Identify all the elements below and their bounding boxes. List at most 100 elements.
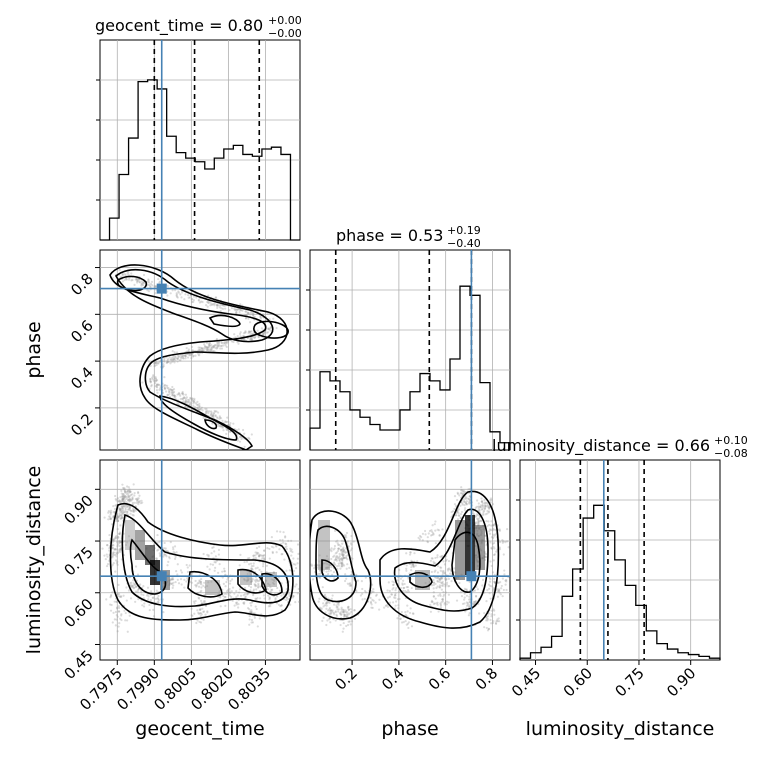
sample-point	[163, 386, 166, 390]
sample-point	[505, 578, 508, 582]
sample-point	[129, 491, 132, 494]
sample-point	[207, 301, 210, 304]
sample-point	[217, 548, 221, 551]
sample-point	[109, 595, 113, 598]
sample-point	[136, 591, 139, 594]
sample-point	[455, 599, 459, 602]
sample-point	[337, 547, 340, 550]
sample-point	[494, 533, 497, 536]
sample-point	[480, 508, 484, 511]
sample-point	[126, 489, 129, 493]
sample-point	[449, 572, 452, 575]
sample-point	[184, 397, 187, 400]
sample-point	[219, 304, 222, 307]
sample-point	[223, 570, 226, 573]
sample-point	[233, 604, 236, 607]
sample-point	[335, 604, 338, 607]
sample-point	[158, 552, 161, 555]
sample-point	[329, 609, 333, 612]
sample-point	[131, 498, 134, 501]
sample-point	[122, 497, 125, 501]
sample-point	[211, 414, 214, 418]
sample-point	[123, 273, 126, 276]
sample-point	[489, 541, 492, 544]
sample-point	[370, 603, 373, 606]
sample-point	[120, 516, 124, 519]
sample-point	[121, 516, 124, 519]
sample-point	[143, 602, 146, 605]
sample-point	[467, 598, 471, 601]
sample-point	[402, 586, 406, 590]
sample-point	[395, 600, 398, 603]
sample-point	[222, 426, 225, 429]
sample-point	[447, 559, 451, 563]
sample-point	[125, 504, 128, 507]
sample-point	[390, 593, 393, 596]
sample-point	[337, 603, 340, 606]
sample-point	[262, 594, 265, 597]
sample-point	[333, 577, 336, 580]
sample-point	[168, 360, 171, 363]
sample-point	[212, 411, 216, 414]
sample-point	[122, 504, 125, 508]
sample-point	[118, 532, 121, 535]
sample-point	[481, 504, 484, 507]
sample-point	[437, 577, 440, 580]
sample-point	[426, 540, 429, 543]
sample-point	[163, 553, 166, 556]
sample-point	[436, 554, 439, 557]
sample-point	[115, 618, 118, 621]
sample-point	[345, 624, 348, 628]
sample-point	[115, 607, 119, 610]
sample-point	[336, 549, 340, 552]
sample-point	[180, 571, 184, 574]
sample-point	[232, 422, 235, 425]
sample-point	[140, 283, 143, 286]
sample-point	[248, 618, 251, 621]
xtick-label-phase: 0.2	[331, 664, 361, 694]
sample-point	[465, 496, 468, 499]
sample-point	[217, 341, 221, 345]
sample-point	[474, 514, 478, 517]
sample-point	[209, 302, 212, 305]
sample-point	[190, 352, 193, 356]
sample-point	[432, 595, 435, 598]
sample-point	[200, 602, 203, 605]
sample-point	[477, 507, 480, 510]
sample-point	[198, 405, 201, 408]
sample-point	[137, 491, 140, 494]
sample-point	[398, 590, 401, 594]
sample-point	[355, 590, 358, 593]
sample-point	[254, 335, 257, 338]
sample-point	[221, 426, 224, 429]
sample-point	[213, 569, 216, 572]
sample-point	[272, 317, 275, 320]
sample-point	[267, 594, 270, 597]
sample-point	[488, 507, 491, 510]
sample-point	[129, 509, 132, 512]
sample-point	[135, 278, 139, 281]
sample-point	[110, 593, 113, 597]
sample-point	[176, 360, 179, 363]
sample-point	[353, 609, 356, 612]
sample-point	[166, 361, 169, 364]
sample-point	[158, 384, 161, 387]
contour-left-mid	[315, 525, 357, 603]
sample-point	[166, 384, 169, 388]
sample-point	[219, 605, 222, 608]
sample-point	[137, 598, 140, 601]
sample-point	[199, 590, 202, 593]
sample-point	[131, 513, 134, 517]
sample-point	[435, 586, 438, 590]
sample-point	[254, 605, 257, 608]
sample-point	[274, 597, 277, 600]
sample-point	[216, 343, 219, 346]
sample-point	[169, 358, 172, 361]
sample-point	[359, 594, 363, 597]
sample-point	[155, 383, 158, 386]
sample-point	[157, 597, 160, 601]
ytick-label-luminosity_distance: 0.60	[60, 595, 96, 631]
sample-point	[347, 608, 350, 611]
sample-point	[442, 560, 445, 563]
sample-point	[454, 514, 457, 517]
